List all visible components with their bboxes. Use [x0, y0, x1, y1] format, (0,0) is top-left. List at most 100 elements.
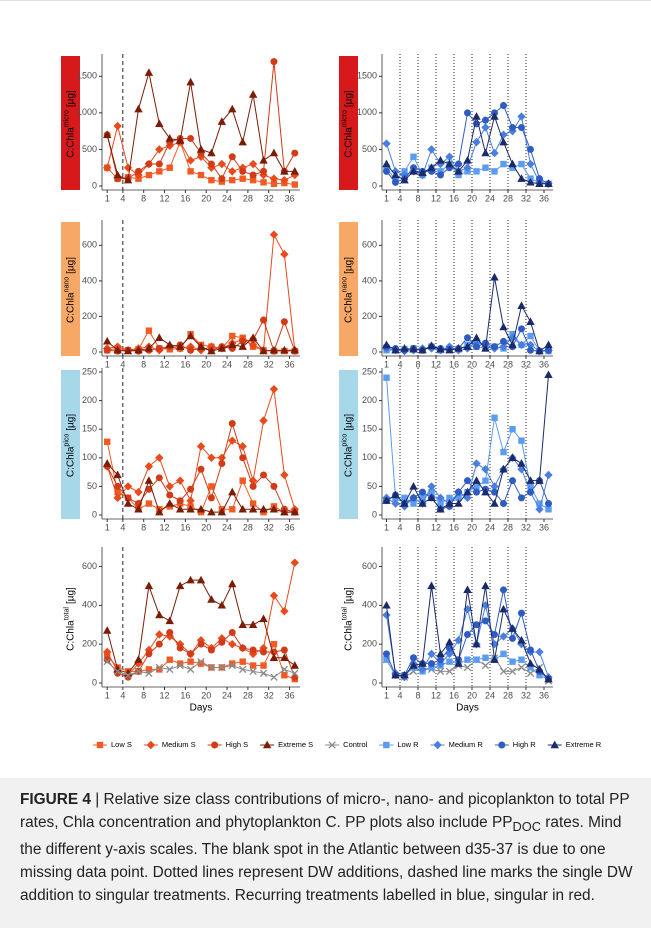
marker [410, 494, 417, 502]
marker [229, 660, 236, 667]
y-tick-label: 500 [82, 144, 97, 154]
marker [197, 660, 205, 667]
marker [491, 488, 498, 496]
marker [383, 167, 390, 175]
marker [113, 667, 122, 676]
marker [472, 137, 481, 147]
marker [155, 453, 164, 462]
marker [280, 175, 289, 185]
marker [270, 482, 278, 490]
marker [187, 346, 195, 354]
marker [269, 384, 279, 394]
marker [175, 476, 185, 485]
marker [391, 670, 400, 679]
marker [134, 667, 143, 676]
x-tick-label: 32 [521, 690, 531, 700]
marker [436, 649, 445, 658]
x-tick-label: 8 [415, 522, 420, 532]
x-tick-label: 24 [485, 690, 495, 700]
marker [464, 334, 471, 342]
marker [517, 663, 526, 672]
x-axis-label: Days [190, 703, 213, 714]
legend-marker [328, 741, 336, 749]
marker [155, 344, 163, 352]
x-tick-label: 8 [141, 193, 146, 203]
marker [482, 339, 489, 347]
marker [290, 558, 299, 567]
y-tick-label: 1000 [357, 107, 377, 117]
strip [339, 222, 358, 356]
marker [491, 343, 498, 351]
x-tick-label: 16 [180, 359, 190, 369]
marker [260, 316, 268, 324]
marker [248, 504, 258, 513]
marker [454, 659, 463, 667]
marker [427, 163, 436, 171]
marker [499, 464, 508, 473]
marker [145, 327, 153, 334]
marker [238, 442, 247, 451]
y-tick-label: 150 [82, 424, 97, 434]
y-tick-label: 1500 [77, 71, 97, 81]
marker [409, 344, 418, 353]
marker [196, 504, 206, 513]
marker [207, 507, 216, 516]
marker [280, 345, 289, 354]
marker [491, 414, 498, 421]
legend-label: Extreme S [278, 740, 313, 749]
marker [175, 581, 185, 590]
marker [238, 620, 247, 628]
marker [382, 610, 391, 620]
marker [155, 160, 163, 168]
series-line [107, 232, 296, 352]
marker [239, 665, 247, 674]
marker [400, 175, 409, 184]
x-tick-label: 8 [415, 193, 420, 203]
marker [418, 168, 427, 177]
marker [518, 609, 525, 617]
marker [238, 504, 247, 513]
marker [104, 438, 111, 445]
marker [259, 614, 268, 623]
y-tick-label: 100 [362, 452, 377, 462]
legend-marker [383, 741, 390, 749]
marker [155, 333, 164, 341]
y-tick-label: 200 [362, 395, 377, 405]
marker [156, 168, 163, 175]
marker [248, 340, 258, 350]
y-label-main: C:Chla [343, 292, 354, 323]
y-axis-label: C:Chlamicro [µg] [63, 90, 76, 158]
marker [463, 605, 472, 614]
caption-text-end: rates. Mind the different y-axis scales.… [20, 814, 633, 905]
marker [535, 665, 544, 673]
marker [545, 506, 552, 513]
marker [229, 332, 236, 340]
marker [187, 168, 194, 175]
marker [280, 646, 288, 654]
marker [518, 494, 525, 502]
marker [259, 669, 268, 677]
marker [463, 493, 472, 503]
marker [490, 148, 499, 158]
y-tick-label: 200 [82, 639, 97, 649]
marker [228, 104, 237, 113]
marker [155, 630, 164, 639]
marker [145, 171, 153, 179]
marker [155, 610, 164, 619]
marker [437, 656, 444, 664]
y-axis-label: C:Chlamicro [µg] [341, 90, 354, 158]
y-label-main: C:Chla [343, 127, 354, 158]
legend-label: Extreme R [566, 740, 602, 749]
x-tick-label: 20 [467, 193, 477, 203]
marker [228, 639, 237, 649]
marker [155, 119, 164, 128]
y-axis-label: C:Chlapico [µg] [341, 414, 354, 478]
marker [400, 670, 409, 679]
x-tick-label: 20 [201, 359, 211, 369]
x-tick-label: 16 [449, 193, 459, 203]
y-tick-label: 150 [362, 424, 377, 434]
marker [197, 171, 205, 179]
marker [436, 156, 445, 164]
marker [427, 581, 436, 590]
